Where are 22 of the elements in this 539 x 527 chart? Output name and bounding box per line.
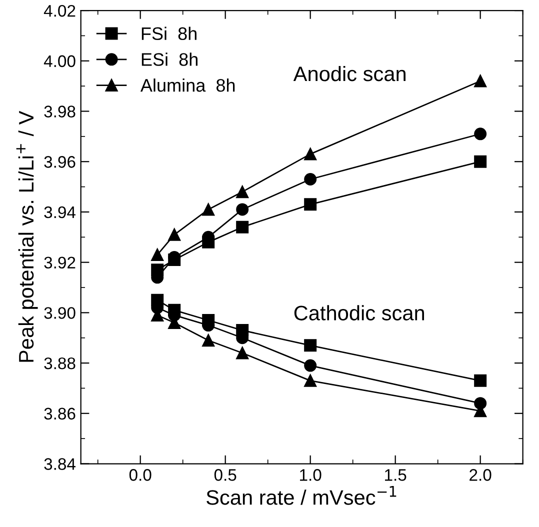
legend-label: ESi 8h	[142, 52, 198, 66]
x-axis-title: Scan rate / mVsec$^{−1}$	[206, 486, 396, 505]
annotation: Cathodic scan	[294, 305, 424, 320]
annotation: Anodic scan	[293, 66, 406, 82]
x-tick-label: 1.0	[300, 469, 322, 481]
legend-label: Alumina 8h	[140, 78, 235, 92]
y-axis-title: Peak potential vs. Li/Li$^{+}$ / V	[16, 110, 38, 362]
x-tick-label: 2.0	[470, 469, 492, 481]
y-tick-label: 4.02	[44, 4, 76, 17]
legend-label: FSi 8h	[142, 26, 196, 40]
y-tick-label: 3.92	[44, 256, 76, 269]
y-tick-label: 3.94	[44, 206, 76, 218]
y-tick-label: 3.88	[44, 357, 76, 370]
y-tick-label: 3.84	[44, 458, 76, 470]
x-tick-label: 0.0	[129, 469, 152, 481]
x-tick-label: 1.5	[385, 469, 406, 481]
y-tick-label: 4.00	[44, 55, 76, 68]
y-tick-label: 3.86	[44, 408, 76, 420]
y-tick-label: 3.98	[44, 106, 76, 118]
x-tick-label: 0.5	[214, 469, 236, 481]
y-tick-label: 3.96	[44, 156, 76, 168]
y-tick-label: 3.90	[44, 307, 76, 319]
